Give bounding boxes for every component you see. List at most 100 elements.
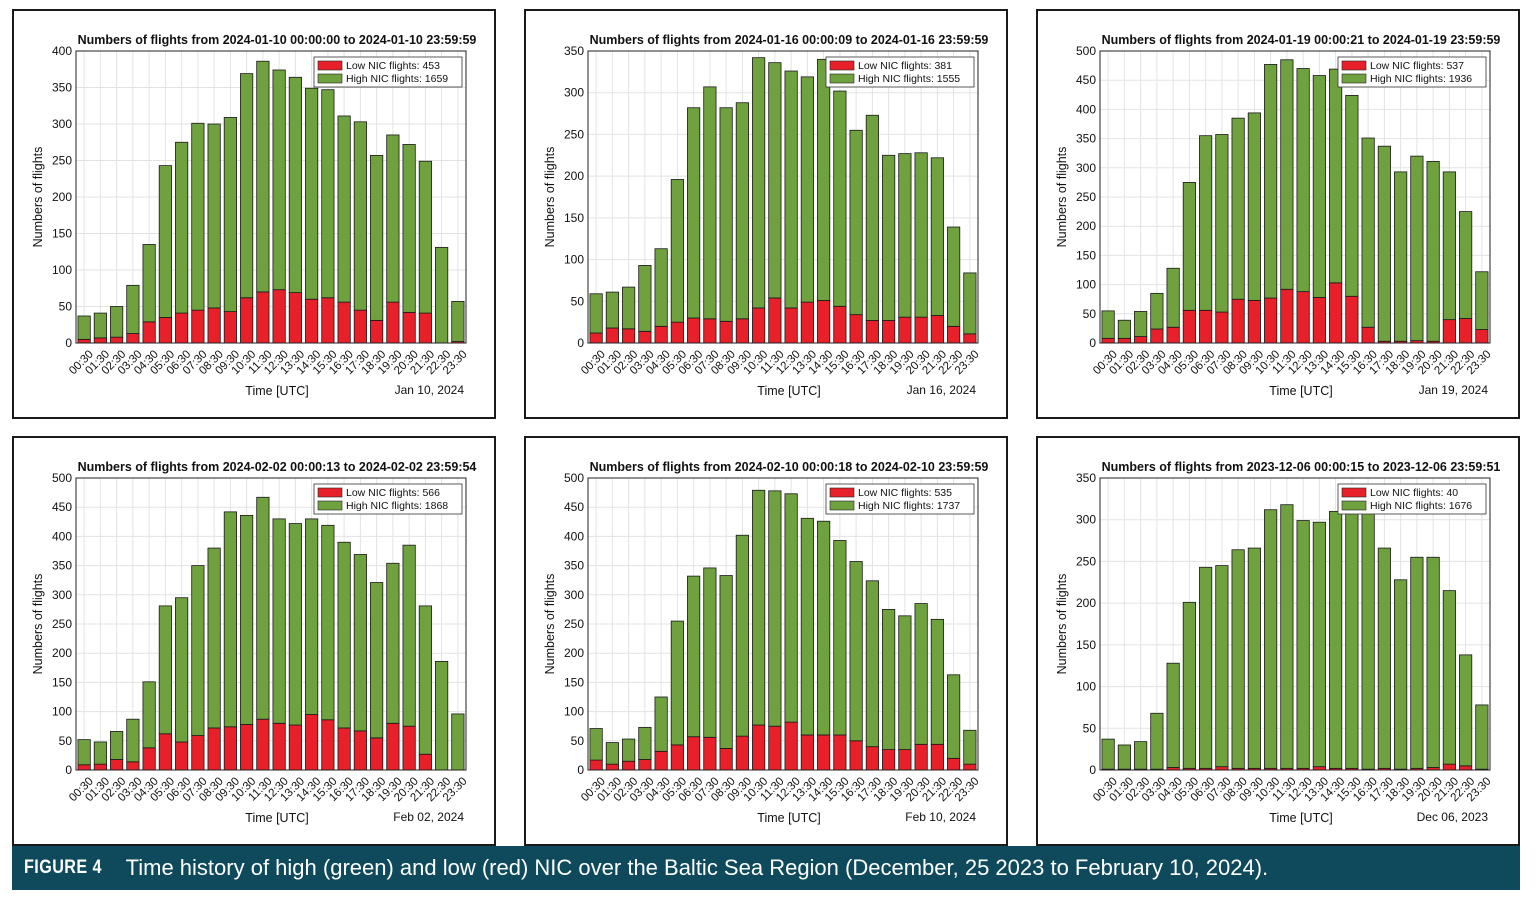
y-tick-label: 350 (52, 559, 72, 573)
bar-high-nic (288, 76, 302, 294)
y-tick-label: 400 (52, 44, 72, 58)
bar-high-nic (1426, 160, 1440, 342)
bar-high-nic (654, 696, 668, 752)
bar-low-nic (191, 735, 205, 771)
bar-high-nic (175, 597, 189, 743)
bar-low-nic (321, 297, 335, 344)
bar-low-nic (126, 761, 140, 771)
y-axis-label: Numbers of flights (543, 574, 557, 675)
bar-high-nic (849, 561, 863, 742)
bar-high-nic (589, 293, 603, 334)
bar-high-nic (305, 518, 319, 715)
bar-low-nic (1215, 311, 1229, 344)
bar-low-nic (947, 325, 961, 344)
bar-high-nic (1329, 510, 1343, 769)
y-tick-label: 0 (1089, 763, 1096, 777)
chart-title: Numbers of flights from 2023-12-06 00:00… (1102, 460, 1501, 474)
bar-low-nic (402, 311, 416, 344)
axes-box (1099, 477, 1491, 771)
bar-low-nic (687, 317, 701, 344)
bar-high-nic (158, 165, 172, 318)
x-axis-label: Time [UTC] (245, 811, 308, 825)
bar-low-nic (110, 336, 124, 344)
bar-high-nic (418, 160, 432, 314)
bar-high-nic (605, 742, 619, 765)
bar-low-nic (126, 333, 140, 344)
y-tick-label: 500 (52, 471, 72, 485)
chart-panel-2: 0 50 100 150 200 250 300 350 00:30 01:30 02:30 03:3… (524, 9, 1008, 419)
y-tick-label: 50 (1083, 721, 1097, 735)
bar-high-nic (914, 603, 928, 745)
bar-high-nic (1394, 579, 1408, 770)
bar-low-nic (1442, 763, 1456, 771)
bar-high-nic (451, 713, 465, 771)
y-tick-label: 400 (564, 529, 584, 543)
bar-low-nic (142, 321, 156, 344)
bar-low-nic (240, 724, 254, 771)
y-tick-label: 50 (59, 734, 73, 748)
bar-high-nic (1442, 171, 1456, 321)
bar-low-nic (1296, 291, 1310, 344)
y-tick-label: 150 (1076, 248, 1096, 262)
bar-high-nic (353, 554, 367, 732)
figure-label: FIGURE 4 (24, 857, 102, 878)
bar-low-nic (947, 757, 961, 771)
bar-low-nic (605, 763, 619, 771)
y-tick-label: 200 (1076, 596, 1096, 610)
bar-low-nic (882, 320, 896, 344)
bar-high-nic (337, 541, 351, 729)
y-axis-label: Numbers of flights (543, 147, 557, 248)
chart-title: Numbers of flights from 2024-02-10 00:00… (590, 460, 989, 474)
bar-low-nic (418, 753, 432, 771)
bar-low-nic (288, 724, 302, 771)
y-tick-label: 50 (571, 294, 585, 308)
chart-panel-1: 0 50 100 150 200 250 300 350 400 00:30 01:30 02:30 0… (12, 9, 496, 419)
bar-high-nic (451, 300, 465, 342)
bar-high-nic (158, 605, 172, 735)
date-label: Feb 02, 2024 (393, 810, 464, 824)
caption-text: Time history of high (green) and low (re… (125, 855, 1269, 880)
y-tick-label: 250 (1076, 190, 1096, 204)
bar-high-nic (370, 582, 384, 739)
legend-swatch-low (317, 60, 343, 71)
y-tick-label: 300 (1076, 513, 1096, 527)
legend-label-low: Low NIC flights: 453 (346, 60, 440, 72)
y-tick-label: 100 (1076, 278, 1096, 292)
bar-low-nic (272, 289, 286, 344)
bar-low-nic (735, 735, 749, 771)
bar-high-nic (865, 114, 879, 321)
bar-high-nic (1117, 744, 1131, 770)
y-tick-label: 50 (1083, 307, 1097, 321)
bar-high-nic (305, 87, 319, 300)
y-tick-label: 100 (564, 705, 584, 719)
bar-high-nic (272, 69, 286, 291)
y-tick-label: 0 (1089, 336, 1096, 350)
bar-high-nic (768, 490, 782, 727)
bar-high-nic (752, 489, 766, 726)
chart-panel-4: 0 50 100 150 200 250 300 350 400 450 500 00:30 01:30… (12, 436, 496, 846)
legend-label-high: High NIC flights: 1659 (346, 73, 448, 85)
bar-high-nic (817, 520, 831, 736)
bar-low-nic (1182, 309, 1196, 344)
chart-svg: 05010015020025030035040000:3001:3002:300… (31, 33, 476, 398)
chart-title: Numbers of flights from 2024-01-16 00:00… (590, 33, 989, 47)
legend-label-high: High NIC flights: 1936 (1370, 73, 1472, 85)
bar-low-nic (386, 301, 400, 344)
bar-low-nic (800, 301, 814, 344)
bar-low-nic (93, 763, 107, 771)
bar-low-nic (1459, 765, 1473, 771)
bar-low-nic (849, 740, 863, 771)
bar-high-nic (638, 726, 652, 760)
bar-low-nic (272, 722, 286, 771)
bar-high-nic (1182, 601, 1196, 769)
chart-title: Numbers of flights from 2024-02-02 00:00… (78, 460, 477, 474)
bar-high-nic (833, 90, 847, 307)
bar-high-nic (1150, 712, 1164, 770)
bar-low-nic (622, 760, 636, 771)
bar-low-nic (93, 337, 107, 344)
y-tick-label: 150 (52, 675, 72, 689)
y-tick-label: 350 (564, 559, 584, 573)
bar-high-nic (1296, 520, 1310, 769)
bar-low-nic (402, 725, 416, 771)
bar-high-nic (93, 741, 107, 765)
